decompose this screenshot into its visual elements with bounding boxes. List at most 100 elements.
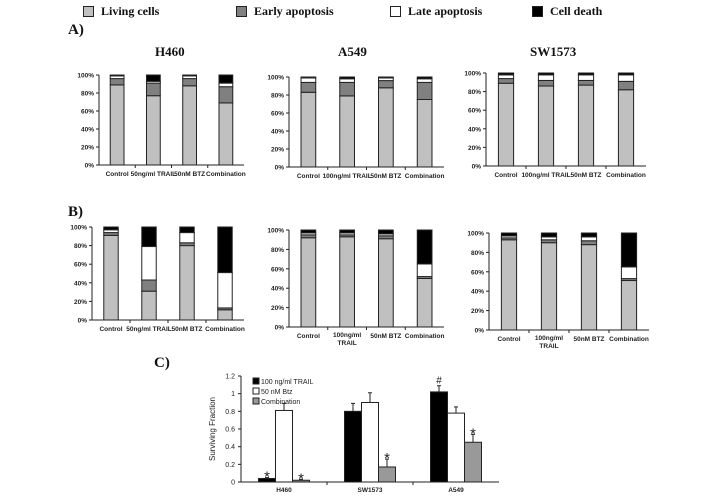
y-tick-label: 80%	[468, 89, 481, 96]
legend-swatch	[252, 377, 260, 385]
y-tick-label: 20%	[468, 145, 481, 152]
legend-label: Cell death	[550, 4, 603, 18]
x-tick-label: Control	[494, 172, 517, 179]
x-tick-label: 50nM BTZ	[370, 173, 401, 180]
y-tick-label: 100%	[70, 225, 87, 232]
legend-swatch-late	[390, 6, 401, 17]
y-tick-label: 60%	[81, 109, 94, 116]
significance-mark: #	[436, 376, 442, 387]
x-tick-label: Combination	[205, 326, 245, 333]
bar-segment-living-cells	[497, 82, 515, 167]
x-tick-label: Control	[99, 326, 122, 333]
bar-segment-cell-death	[620, 232, 638, 268]
bar-segment-cell-death	[497, 72, 515, 76]
bar-segment-cell-death	[300, 76, 317, 79]
bar-segment-early-apoptosis	[378, 80, 394, 89]
bar-segment-late-apoptosis	[300, 77, 317, 83]
x-tick-label: 100ng/ml TRAIL	[323, 173, 372, 180]
bar-segment-cell-death	[300, 229, 317, 234]
legend-label: Late apoptosis	[408, 4, 483, 18]
y-tick-label: 40%	[81, 127, 94, 134]
legend-swatch	[252, 387, 260, 395]
bar-segment-late-apoptosis	[217, 272, 233, 309]
bar-segment-living-cells	[620, 280, 638, 331]
y-tick-label: 0%	[275, 325, 285, 332]
y-tick-label: 0%	[475, 328, 485, 335]
y-tick-label: 60%	[271, 266, 284, 273]
significance-mark: *	[470, 425, 476, 442]
bar-segment-living-cells	[218, 102, 234, 166]
legend-label: Living cells	[101, 4, 160, 18]
y-tick-label: 0.6	[225, 427, 235, 434]
chart-b-h460: 0% 20% 40% 60% 80% 100% Control 50ng/ml TRAIL 50…	[70, 225, 245, 334]
bar-segment-living-cells	[179, 245, 195, 321]
bar-segment-early-apoptosis	[577, 79, 595, 86]
y-tick-label: 100%	[464, 71, 481, 78]
bar-segment-cell-death	[378, 229, 394, 235]
y-tick-label: 0.2	[225, 462, 235, 469]
bar-segment-cell-death	[141, 226, 157, 248]
bar-segment-living-cells	[617, 89, 635, 167]
bar-segment-cell-death	[218, 74, 234, 84]
bar-segment-cell-death	[339, 229, 355, 234]
y-tick-label: 60%	[471, 269, 484, 276]
significance-mark: *	[384, 450, 390, 467]
y-tick-label: 0%	[78, 318, 88, 325]
x-tick-label: 100ng/ml	[333, 332, 361, 339]
y-tick-label: 0%	[275, 165, 285, 172]
bar-50-nm-btz	[447, 412, 465, 483]
y-tick-label: 0%	[472, 164, 482, 171]
bar-segment-living-cells	[109, 84, 125, 166]
legend-label: Early apoptosis	[254, 4, 334, 18]
bar-segment-late-apoptosis	[141, 246, 157, 281]
bar-combination	[464, 441, 482, 483]
bar-segment-early-apoptosis	[109, 78, 125, 86]
bar-segment-living-cells	[217, 309, 233, 321]
x-tick-label: Combination	[206, 171, 246, 178]
bar-segment-cell-death	[577, 72, 595, 76]
bar-segment-living-cells	[577, 84, 595, 167]
chart-a-a549: 0% 20% 40% 60% 80% 100% Control 100ng/ml TRAIL5…	[267, 75, 445, 181]
x-tick-label: 50nM BTZ	[370, 333, 401, 340]
bar-segment-living-cells	[182, 85, 198, 166]
legend-item-late-apoptosis: Late apoptosis	[390, 4, 482, 19]
bar-segment-cell-death	[580, 232, 598, 238]
bar-segment-early-apoptosis	[300, 81, 317, 93]
bar-segment-cell-death	[416, 229, 433, 265]
y-tick-label: 20%	[81, 145, 94, 152]
bar-segment-living-cells	[416, 99, 433, 168]
legend-swatch	[252, 397, 260, 405]
bar-segment-cell-death	[339, 76, 355, 80]
legend-item-living-cells: Living cells	[83, 4, 159, 19]
y-tick-label: 1	[231, 391, 235, 398]
y-tick-label: 20%	[471, 308, 484, 315]
bar-segment-cell-death	[109, 74, 125, 77]
y-tick-label: 80%	[81, 91, 94, 98]
bar-segment-living-cells	[378, 238, 394, 328]
y-tick-label: 80%	[271, 93, 284, 100]
bar-segment-early-apoptosis	[537, 79, 555, 87]
bar-segment-late-apoptosis	[620, 266, 638, 280]
bar-segment-late-apoptosis	[416, 78, 433, 83]
bar-segment-early-apoptosis	[339, 81, 355, 97]
y-tick-label: 60%	[271, 111, 284, 118]
bar-segment-early-apoptosis	[580, 240, 598, 246]
x-tick-label: 50nM BTZ	[171, 326, 202, 333]
y-tick-label: 20%	[271, 147, 284, 154]
bar-segment-cell-death	[500, 232, 518, 237]
bar-segment-late-apoptosis	[416, 263, 433, 278]
x-tick-label: Control	[297, 333, 320, 340]
y-tick-label: 0%	[85, 163, 95, 170]
x-tick-label: 50nM BTZ	[174, 171, 205, 178]
y-tick-label: 0.8	[225, 409, 235, 416]
y-tick-label: 60%	[468, 108, 481, 115]
x-tick-label: Combination	[606, 172, 646, 179]
bar-segment-cell-death	[145, 74, 161, 82]
bar-segment-cell-death	[537, 72, 555, 76]
x-tick-label: Combination	[405, 173, 445, 180]
legend-swatch-early	[236, 6, 247, 17]
y-tick-label: 100%	[267, 228, 284, 235]
panel-label-c: C)	[154, 355, 170, 371]
bar-segment-living-cells	[540, 242, 558, 331]
